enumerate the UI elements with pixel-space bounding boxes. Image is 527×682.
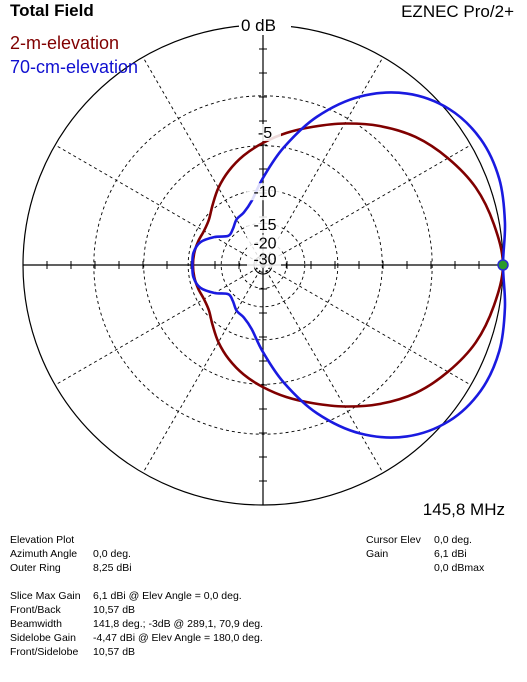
info-block-left: Elevation Plot Azimuth Angle 0,0 deg. Out… [10,533,350,577]
info-value: 0,0 deg. [93,548,131,560]
grid-spoke [262,144,472,266]
grid-spoke [262,264,384,474]
frequency-label: 145,8 MHz [422,500,505,519]
grid-spoke [262,56,384,266]
info-label: Gain [366,548,389,560]
legend-item-2m: 2-m-elevation [10,33,120,53]
info-label: Front/Sidelobe [10,646,79,658]
legend-item-70cm: 70-cm-elevation [10,57,139,77]
info-label: Cursor Elev [366,534,421,546]
ring-label-backing [247,124,281,141]
info-value: 6,1 dBi @ Elev Angle = 0,0 deg. [93,590,242,602]
info-label: Elevation Plot [10,534,75,546]
cursor-marker[interactable] [497,259,509,271]
info-value: 0,0 deg. [434,534,472,546]
pattern-traces [191,91,507,439]
ring-label: -15 [253,217,276,234]
info-value: 10,57 dB [93,604,136,616]
grid-spoke [262,264,472,386]
brand-label: EZNEC Pro/2+ [401,2,514,21]
grid-spoke [54,144,264,266]
info-label: Beamwidth [10,618,62,630]
info-value: 0,0 dBmax [434,562,485,574]
info-label: Slice Max Gain [10,590,81,602]
info-value: 8,25 dBi [93,562,132,574]
info-value: -4,47 dBi @ Elev Angle = 180,0 deg. [93,632,263,644]
ring-label-backing [239,17,291,35]
info-block-cursor: Cursor Elev 0,0 deg. Gain 6,1 dBi 0,0 dBma… [366,533,516,577]
polar-grid [22,24,504,506]
ring-label: 0 dB [241,16,276,35]
polar-plot: 0 dB -5 -10 -15 -20-30 [22,16,509,506]
ring-label: -10 [253,184,276,201]
ring-label-backing [247,183,281,201]
ring-labels: 0 dB -5 -10 -15 -20-30 [239,16,291,269]
series-line-70cm [191,91,507,439]
ring-label: -20 [253,236,276,253]
info-value: 6,1 dBi [434,548,467,560]
ring-label-backing [247,216,281,234]
grid-spoke [142,264,264,474]
info-label: Azimuth Angle [10,548,78,560]
ring-label: -5 [258,125,272,142]
info-label: Outer Ring [10,562,61,574]
ring-label: -30 [253,252,276,269]
info-value: 10,57 dB [93,646,136,658]
ring-label-backing [247,250,281,268]
grid-spoke [54,264,264,386]
info-label: Front/Back [10,604,61,616]
info-label: Sidelobe Gain [10,632,76,644]
grid-spoke [142,56,264,266]
plot-title: Total Field [10,1,94,20]
info-block-stats: Slice Max Gain 6,1 dBi @ Elev Angle = 0,0… [10,589,370,661]
ring-label-backing [247,234,281,252]
info-value: 141,8 deg.; -3dB @ 289,1, 70,9 deg. [93,618,264,630]
